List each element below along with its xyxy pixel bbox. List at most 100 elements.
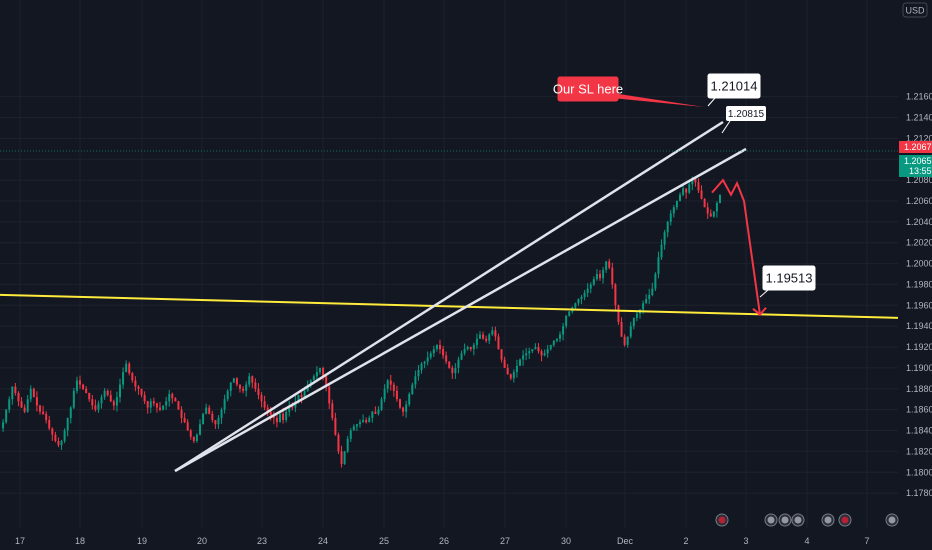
candle-body	[48, 420, 51, 429]
trend-line[interactable]	[174, 120, 724, 473]
x-tick-label: 24	[318, 536, 328, 546]
candle-body	[371, 411, 374, 418]
candle-body	[42, 411, 45, 414]
candle-body	[214, 420, 217, 425]
candle-body	[282, 413, 285, 421]
candle-body	[79, 380, 81, 385]
candle-body	[694, 178, 697, 183]
candle-body	[519, 359, 521, 366]
x-tick-label: 30	[561, 536, 571, 546]
candle-body	[703, 198, 706, 208]
candle-body	[103, 390, 106, 398]
candle-body	[635, 313, 638, 318]
candle-body	[432, 349, 435, 354]
annotation-label[interactable]: Our SL here	[553, 76, 623, 102]
candle-body	[155, 403, 158, 408]
candle-body	[66, 418, 69, 431]
candle-body	[399, 399, 401, 408]
annotation-label[interactable]: 1.21014	[707, 73, 761, 99]
candle-body	[328, 386, 331, 404]
support-line[interactable]	[0, 293, 899, 319]
price-tag-upper	[899, 141, 932, 153]
candle-body	[595, 274, 598, 280]
y-tick-label: 1.18000	[906, 467, 932, 477]
y-tick-label: 1.19400	[906, 321, 932, 331]
annotation-text: 1.21014	[711, 79, 758, 94]
event-flag-icon[interactable]	[764, 513, 778, 527]
candle-body	[642, 303, 645, 310]
projection-arrowhead	[752, 307, 767, 317]
trend-line[interactable]	[174, 147, 747, 473]
bar-countdown: 13:55	[909, 166, 932, 176]
y-tick-label: 1.20400	[906, 217, 932, 227]
candle-body	[217, 418, 220, 425]
x-tick-label: 19	[137, 536, 147, 546]
event-flag-icon[interactable]	[791, 513, 805, 527]
candle-body	[463, 349, 466, 354]
candle-body	[586, 288, 589, 293]
candle-body	[202, 413, 205, 425]
x-tick-label: 25	[379, 536, 389, 546]
event-flag-icon[interactable]	[778, 513, 792, 527]
candle-body	[269, 411, 272, 415]
candle-body	[395, 390, 398, 400]
candle-body	[72, 390, 75, 408]
y-axis[interactable]: USD 1.216001.214001.212001.210001.208001…	[898, 0, 932, 550]
event-flag-icon[interactable]	[885, 513, 899, 527]
y-tick-label: 1.21400	[906, 112, 932, 122]
candle-body	[709, 213, 712, 217]
candle-body	[555, 338, 558, 341]
annotation-text: 1.19513	[766, 271, 813, 286]
candle-body	[620, 322, 623, 337]
candle-body	[663, 232, 666, 245]
candle-body	[602, 269, 605, 279]
candle-body	[248, 376, 251, 385]
y-tick-label: 1.19800	[906, 279, 932, 289]
candle-body	[497, 336, 500, 350]
candle-body	[57, 440, 60, 446]
economic-events	[715, 513, 899, 527]
candle-body	[528, 351, 531, 354]
event-flag-icon[interactable]	[838, 513, 852, 527]
candle-body	[223, 399, 226, 410]
x-axis[interactable]: 17 18 19 20 23 24 25 26 27 30 Dec 2 3 4 7	[15, 536, 870, 546]
y-tick-label: 1.18800	[906, 384, 932, 394]
candle-body	[657, 257, 660, 274]
event-flag-icon[interactable]	[821, 513, 835, 527]
annotation-label[interactable]: 1.19513	[762, 265, 816, 291]
candle-body	[315, 372, 318, 377]
candle-body	[355, 424, 358, 427]
x-tick-label: Dec	[617, 536, 634, 546]
annotation-text: Our SL here	[553, 82, 623, 97]
candle-body	[69, 407, 72, 418]
candle-body	[715, 203, 718, 212]
candle-body	[143, 395, 146, 402]
candle-body	[466, 347, 469, 350]
candle-body	[131, 373, 134, 381]
candle-body	[506, 367, 509, 375]
currency-badge[interactable]	[902, 2, 928, 18]
event-flag-icon[interactable]	[715, 513, 729, 527]
candle-body	[719, 194, 721, 204]
candle-body	[503, 359, 506, 368]
candle-body	[263, 401, 266, 408]
candle-body	[562, 326, 565, 335]
x-tick-label: 7	[864, 536, 869, 546]
candle-body	[700, 190, 703, 199]
candle-body	[165, 401, 168, 406]
y-tick-label: 1.19200	[906, 342, 932, 352]
candle-body	[162, 405, 165, 410]
candle-body	[368, 418, 371, 423]
candle-body	[392, 384, 395, 391]
candle-body	[285, 411, 288, 421]
candle-body	[439, 344, 441, 350]
candle-body	[14, 386, 17, 393]
annotation-text: 1.20815	[728, 109, 765, 120]
candle-body	[340, 451, 343, 464]
candle-body	[472, 344, 475, 350]
candle-body	[574, 303, 577, 308]
candle-body	[565, 315, 568, 327]
projection-path[interactable]	[711, 178, 761, 315]
annotation-label[interactable]: 1.20815	[726, 106, 766, 121]
